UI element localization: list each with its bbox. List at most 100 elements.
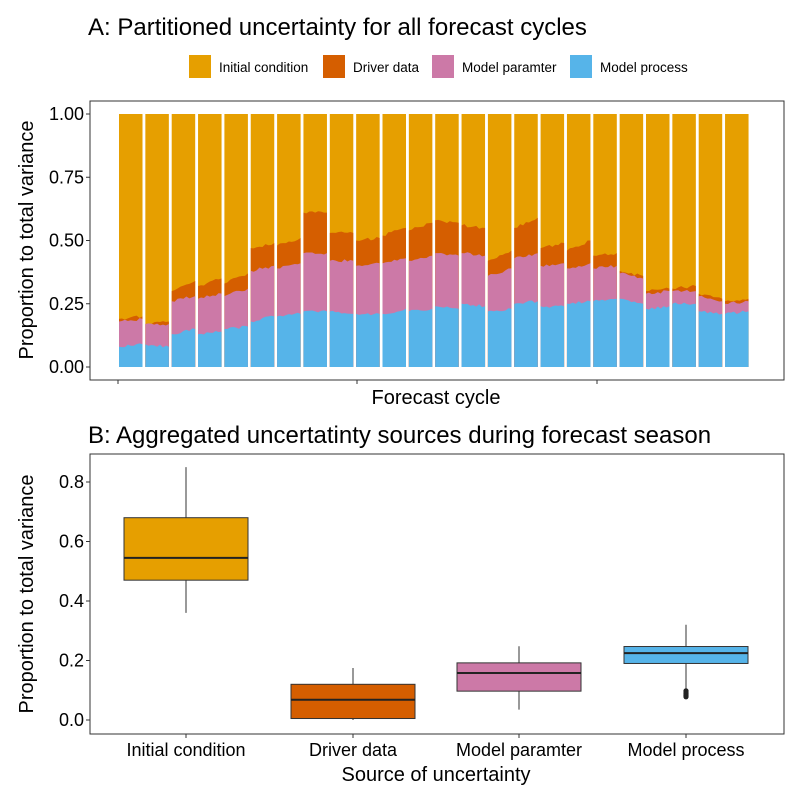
panel-a-band-model-process [672, 302, 696, 367]
panel-a-band-initial-condition [145, 114, 169, 367]
panel-a-band-model-process [224, 325, 248, 367]
panel-a-band-model-process [250, 315, 275, 367]
panel-a-band-model-process [435, 306, 459, 367]
panel-b-frame [89, 453, 785, 735]
panel-a-legend-label: Driver data [353, 60, 420, 75]
panel-a-band-model-process [514, 300, 538, 367]
panel-b-iqr-box [623, 646, 749, 664]
panel-a-band-model-process [461, 303, 486, 367]
panel-a-x-axis-label: Forecast cycle [372, 387, 501, 409]
panel-b-plot-area [123, 467, 749, 720]
panel-a-band-initial-condition [119, 114, 143, 367]
panel-a-y-axis-label: Proportion to total variance [16, 120, 38, 359]
panel-a-cycle-8 [303, 114, 327, 367]
panel-a-legend-label: Initial condition [219, 60, 308, 75]
panel-a-cycle-21 [646, 114, 670, 367]
panel-b-x-tick-label: Model paramter [456, 740, 582, 760]
panel-a-cycle-5 [224, 114, 248, 367]
panel-b-y-axis: 0.0 0.2 0.4 0.6 0.8 [59, 472, 90, 730]
panel-a-cycle-20 [619, 114, 644, 367]
panel-a-plot-area [119, 114, 749, 367]
panel-a-cycle-6 [250, 114, 275, 367]
panel-a-legend-item-driver-data: Driver data [323, 55, 420, 78]
panel-a-cycle-7 [277, 114, 301, 367]
panel-a-y-tick-label: 0.00 [49, 357, 84, 377]
panel-b-x-tick-label: Initial condition [126, 740, 245, 760]
panel-a-band-model-process [408, 308, 433, 367]
panel-a-band-model-process [566, 300, 591, 367]
panel-a-band-model-process [646, 306, 670, 367]
panel-a-band-model-process [145, 344, 169, 367]
panel-b-iqr-box [456, 662, 582, 692]
panel-b-x-axis: Initial condition Driver data Model paramt… [126, 734, 745, 760]
panel-b-x-axis-label: Source of uncertainty [342, 764, 531, 786]
panel-a-band-model-process [725, 310, 749, 367]
panel-a-cycle-3 [171, 114, 196, 367]
panel-a-legend-item-model-paramter: Model paramter [432, 55, 557, 78]
panel-b-box-model-paramter [456, 646, 582, 710]
panel-a-x-axis [117, 380, 598, 384]
panel-b-x-tick-label: Driver data [309, 740, 398, 760]
panel-a-band-model-process [277, 312, 301, 367]
panel-a-cycle-12 [408, 114, 433, 367]
panel-a-cycle-11 [382, 114, 406, 367]
panel-a-legend-item-initial-condition: Initial condition [189, 55, 308, 78]
panel-b-title: B: Aggregated uncertatinty sources durin… [88, 422, 711, 449]
panel-a-band-model-process [540, 305, 565, 367]
panel-a-cycle-1 [119, 114, 143, 367]
panel-a-band-model-process [329, 310, 354, 367]
panel-b-box-driver-data [290, 667, 416, 720]
panel-a-legend-swatch [323, 55, 345, 78]
panel-a-band-model-process [593, 298, 617, 367]
panel-a-cycle-22 [672, 114, 696, 367]
panel-b-y-tick-label: 0.8 [59, 472, 84, 492]
panel-a-cycle-24 [725, 114, 749, 367]
panel-a-y-tick-label: 0.75 [49, 167, 84, 187]
panel-a-cycle-14 [461, 114, 486, 367]
panel-b-box-initial-condition [123, 467, 249, 613]
panel-a-legend-item-model-process: Model process [570, 55, 688, 78]
panel-a-y-tick-label: 0.25 [49, 294, 84, 314]
panel-a-cycle-18 [566, 114, 591, 367]
panel-a-y-axis: 0.00 0.25 0.50 0.75 1.00 [49, 104, 90, 377]
panel-a-legend: Initial condition Driver data Model paramt… [189, 55, 688, 78]
panel-a-legend-swatch [432, 55, 454, 78]
panel-b-y-tick-label: 0.0 [59, 710, 84, 730]
panel-a-legend-swatch [189, 55, 211, 78]
panel-a-title: A: Partitioned uncertainty for all forec… [88, 14, 587, 41]
panel-a-cycle-13 [435, 114, 459, 367]
panel-b-box-model-process [623, 624, 749, 700]
panel-a-cycle-10 [356, 114, 380, 367]
panel-a-band-model-process [119, 343, 143, 367]
panel-a-band-model-process [356, 313, 380, 367]
panel-a-band-model-process [382, 308, 406, 367]
panel-b-iqr-box [290, 683, 416, 720]
panel-a-band-model-process [171, 328, 196, 367]
panel-a-cycle-17 [540, 114, 565, 367]
panel-a-band-model-process [303, 310, 327, 367]
panel-b-iqr-box [123, 517, 249, 581]
panel-a-band-model-process [619, 298, 644, 367]
panel-a-cycle-2 [145, 114, 169, 367]
panel-b-y-tick-label: 0.4 [59, 591, 84, 611]
panel-a-cycle-19 [593, 114, 617, 367]
panel-a-cycle-15 [487, 114, 512, 367]
panel-a-y-tick-label: 1.00 [49, 104, 84, 124]
panel-a-band-model-process [698, 310, 723, 367]
panel-b-y-tick-label: 0.6 [59, 532, 84, 552]
panel-a-band-model-process [487, 308, 512, 367]
panel-a-cycle-4 [198, 114, 222, 367]
panel-a-cycle-9 [329, 114, 354, 367]
panel-a-y-tick-label: 0.50 [49, 231, 84, 251]
panel-a-band-model-process [198, 330, 222, 367]
panel-a-legend-swatch [570, 55, 592, 78]
panel-a-legend-label: Model process [600, 60, 688, 75]
panel-b-y-axis-label: Proportion to total variance [16, 474, 38, 713]
panel-b-x-tick-label: Model process [627, 740, 744, 760]
panel-a-cycle-16 [514, 114, 538, 367]
panel-a-cycle-23 [698, 114, 723, 367]
panel-a-legend-label: Model paramter [462, 60, 557, 75]
panel-b-y-tick-label: 0.2 [59, 651, 84, 671]
